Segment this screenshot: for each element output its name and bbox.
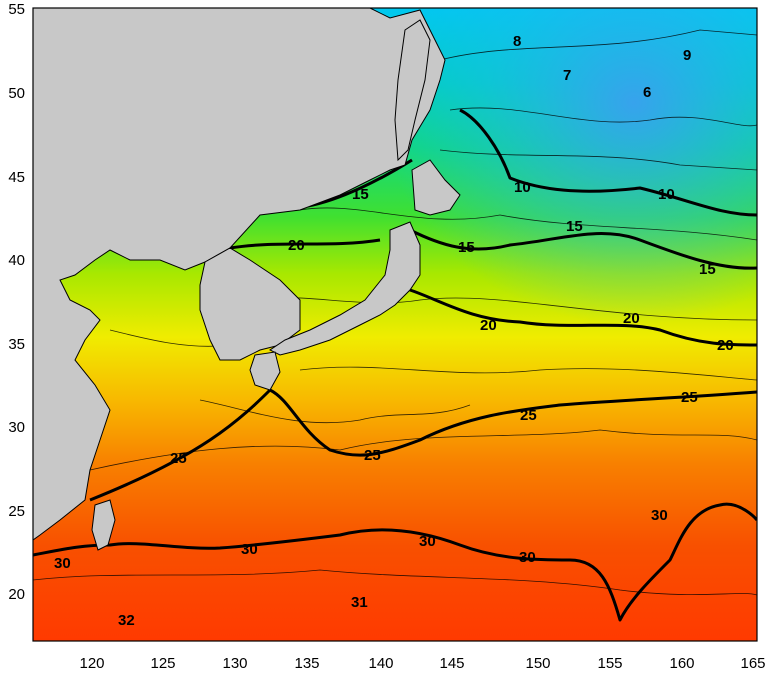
x-tick-label: 120 xyxy=(79,655,104,672)
contour-label: 31 xyxy=(351,594,368,611)
landmass xyxy=(33,8,461,551)
sakhalin-island xyxy=(394,19,431,162)
contour-label: 15 xyxy=(458,239,475,256)
x-tick-label: 165 xyxy=(740,655,765,672)
contour-label: 25 xyxy=(364,447,381,464)
contour-label: 6 xyxy=(643,84,651,101)
contour-label: 20 xyxy=(480,317,497,334)
x-tick-label: 150 xyxy=(525,655,550,672)
y-axis: 55 50 45 40 35 30 25 20 xyxy=(8,1,25,603)
contour-label: 15 xyxy=(699,261,716,278)
contour-label: 10 xyxy=(514,179,531,196)
isotherm-25 xyxy=(89,388,757,502)
contour-label: 30 xyxy=(54,555,71,572)
x-tick-label: 125 xyxy=(150,655,175,672)
major-isotherms xyxy=(33,108,757,622)
plot-area xyxy=(33,8,757,641)
contour-label: 30 xyxy=(651,507,668,524)
contour-label: 30 xyxy=(241,541,258,558)
contour-label: 15 xyxy=(566,218,583,235)
contour-label: 7 xyxy=(563,67,571,84)
honshu-island xyxy=(269,221,421,356)
isotherm-10 xyxy=(459,108,757,217)
y-tick-label: 20 xyxy=(8,586,25,603)
y-tick-label: 40 xyxy=(8,252,25,269)
x-tick-label: 140 xyxy=(368,655,393,672)
plot-frame xyxy=(32,7,758,642)
y-tick-label: 45 xyxy=(8,169,25,186)
hokkaido-island xyxy=(411,159,461,216)
y-tick-label: 55 xyxy=(8,1,25,18)
contour-label: 10 xyxy=(658,186,675,203)
kyushu-island xyxy=(249,351,281,391)
x-tick-label: 160 xyxy=(669,655,694,672)
contour-label: 25 xyxy=(170,450,187,467)
contour-label: 20 xyxy=(717,337,734,354)
contour-label: 8 xyxy=(513,33,521,50)
asian-continent xyxy=(33,8,446,541)
x-axis: 120 125 130 135 140 145 150 155 160 165 xyxy=(79,655,765,672)
contour-labels: 8 9 7 6 10 10 15 15 15 15 20 20 20 20 25… xyxy=(54,33,734,629)
contour-label: 32 xyxy=(118,612,135,629)
contour-label: 15 xyxy=(352,186,369,203)
y-tick-label: 35 xyxy=(8,336,25,353)
isotherm-20-east xyxy=(409,288,757,347)
taiwan-island xyxy=(91,499,116,551)
x-tick-label: 135 xyxy=(294,655,319,672)
x-tick-label: 130 xyxy=(222,655,247,672)
x-tick-label: 155 xyxy=(597,655,622,672)
isotherm-15-south xyxy=(409,228,757,270)
y-tick-label: 25 xyxy=(8,503,25,520)
korean-peninsula xyxy=(199,247,301,361)
y-tick-label: 50 xyxy=(8,85,25,102)
contour-label: 20 xyxy=(288,237,305,254)
contour-label: 30 xyxy=(519,549,536,566)
minor-isotherms xyxy=(33,29,757,596)
contour-label: 30 xyxy=(419,533,436,550)
isotherm-30 xyxy=(33,502,757,622)
y-tick-label: 30 xyxy=(8,419,25,436)
isotherm-20-west xyxy=(229,238,381,250)
x-tick-label: 145 xyxy=(439,655,464,672)
contour-label: 20 xyxy=(623,310,640,327)
contour-label: 9 xyxy=(683,47,691,64)
contour-label: 25 xyxy=(520,407,537,424)
contour-label: 25 xyxy=(681,389,698,406)
